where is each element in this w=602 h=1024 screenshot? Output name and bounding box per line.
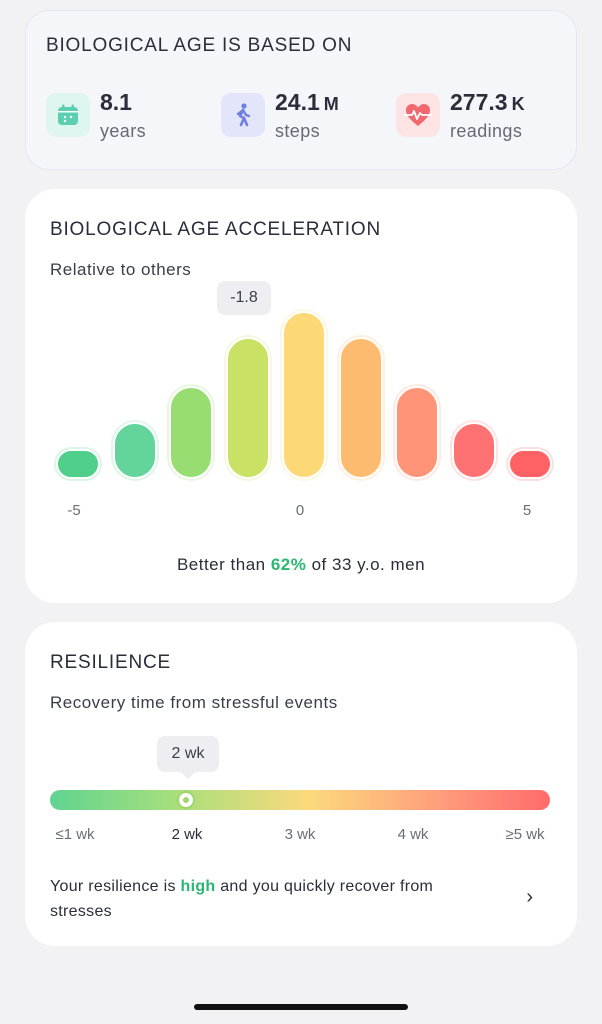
- distribution-bar: [451, 422, 496, 479]
- basis-title: BIOLOGICAL AGE IS BASED ON: [46, 35, 353, 56]
- tick-label-2wk: 2 wk: [171, 826, 203, 843]
- resilience-card[interactable]: RESILIENCE Recovery time from stressful …: [25, 622, 577, 946]
- tick-label-3wk: 3 wk: [284, 826, 316, 843]
- chevron-right-icon[interactable]: ›: [526, 886, 533, 908]
- stat-steps-value: 24.1 M: [275, 89, 339, 115]
- walking-icon: [221, 93, 265, 137]
- resilience-title: RESILIENCE: [50, 652, 171, 673]
- distribution-bar[interactable]: [225, 336, 270, 479]
- stat-readings-label: readings: [450, 121, 523, 141]
- resilience-subtitle: Recovery time from stressful events: [50, 693, 338, 712]
- tick-label-5wk: ≥5 wk: [505, 826, 545, 843]
- axis-label-max: 5: [522, 502, 532, 519]
- acceleration-title: BIOLOGICAL AGE ACCELERATION: [50, 219, 381, 240]
- tick-label-1wk: ≤1 wk: [55, 826, 95, 843]
- basis-card: BIOLOGICAL AGE IS BASED ON 8.1 years: [25, 10, 577, 170]
- stat-steps-label: steps: [275, 121, 321, 141]
- acceleration-subtitle: Relative to others: [50, 260, 192, 279]
- distribution-bar: [56, 449, 100, 479]
- distribution-bar: [395, 385, 439, 479]
- tick-label-4wk: 4 wk: [397, 826, 429, 843]
- distribution-bar: [112, 422, 157, 479]
- acceleration-card[interactable]: BIOLOGICAL AGE ACCELERATION Relative to …: [25, 189, 577, 603]
- distribution-bar: [282, 311, 326, 479]
- distribution-bar: [508, 449, 552, 479]
- resilience-marker: [177, 791, 195, 809]
- axis-label-mid: 0: [295, 502, 305, 519]
- resilience-tooltip: 2 wk: [157, 736, 219, 772]
- resilience-summary: Your resilience is high and you quickly …: [50, 878, 434, 920]
- heart-pulse-icon: [396, 93, 440, 137]
- home-indicator: [194, 1004, 408, 1010]
- distribution-bar: [338, 336, 383, 479]
- percentile-text: Better than 62% of 33 y.o. men: [176, 555, 426, 574]
- resilience-tooltip-pointer: [180, 771, 196, 779]
- stat-readings-value: 277.3 K: [450, 89, 525, 115]
- stat-years-label: years: [100, 121, 147, 141]
- axis-label-min: -5: [67, 502, 81, 519]
- distribution-bar: [169, 385, 213, 479]
- calendar-icon: [46, 93, 90, 137]
- acceleration-tooltip: -1.8: [217, 281, 271, 315]
- resilience-scale-bar: [50, 790, 550, 810]
- stat-years-value: 8.1: [100, 89, 132, 115]
